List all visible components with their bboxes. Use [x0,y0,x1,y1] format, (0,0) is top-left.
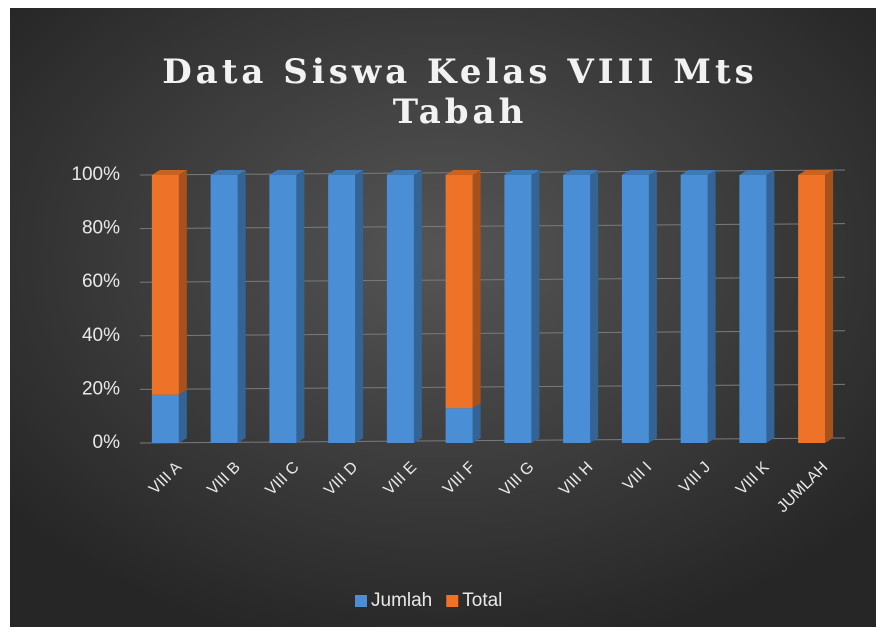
bar-top [680,170,716,175]
bar-side [237,170,246,443]
bar [151,394,179,443]
chart-title: Data Siswa Kelas VIII Mts [162,52,758,92]
y-tick-label: 60% [82,271,120,292]
bar [445,408,473,443]
bar [386,175,414,443]
y-tick-label: 80% [82,218,120,239]
bar-top [504,170,540,175]
legend-swatch [355,595,367,607]
bar [328,175,356,443]
grid-line [139,169,846,176]
bar-top [151,170,187,175]
bar [210,175,238,443]
chart-subtitle: Tabah [393,92,528,132]
y-tick-label: 100% [71,164,120,185]
bar-top [798,170,834,175]
bar-top [563,170,599,175]
grid-line [139,437,846,444]
bar-side [178,389,187,443]
bar-side [590,170,599,443]
bar-top [739,170,775,175]
bar-top [210,170,246,175]
bar [621,175,649,443]
bar-side [825,170,834,443]
bar-top [269,170,305,175]
bar [445,175,473,409]
legend-label: Jumlah [371,590,432,611]
y-tick-label: 20% [82,378,120,399]
bar [798,175,826,443]
bar-top [328,170,364,175]
bar [269,175,297,443]
bar-side [648,170,657,443]
bar [151,175,179,395]
y-tick-label: 0% [93,432,121,453]
bar-side [472,403,481,443]
legend-label: Total [462,590,502,611]
grid-line [139,330,846,337]
bar [504,175,532,443]
grid-line [139,383,846,390]
bar-side [296,170,305,443]
bar [680,175,708,443]
bar-side [472,170,481,409]
y-tick-label: 40% [82,325,120,346]
bar-top [386,170,422,175]
bar-side [413,170,422,443]
grid-line [139,276,846,283]
bar-side [531,170,540,443]
bar-side [766,170,775,443]
grid-line [139,223,846,230]
bar-side [355,170,364,443]
bar-top [445,170,481,175]
bar [563,175,591,443]
bar [739,175,767,443]
bar-top [621,170,657,175]
bar-side [178,170,187,395]
legend-swatch [446,595,459,607]
bar-side [707,170,716,443]
